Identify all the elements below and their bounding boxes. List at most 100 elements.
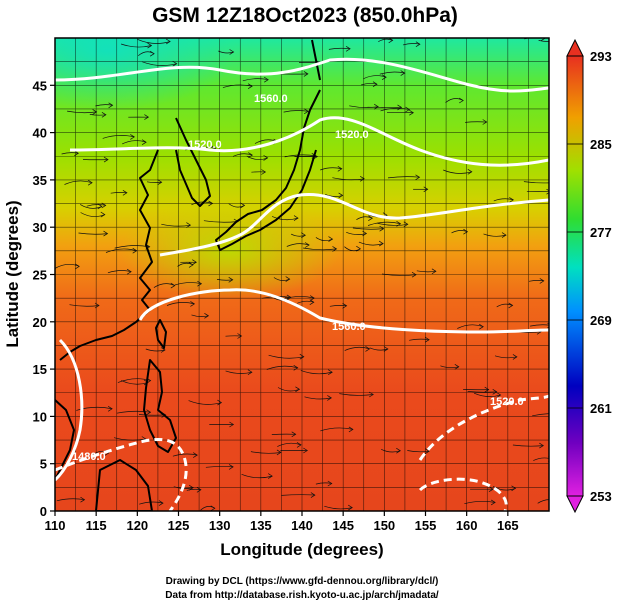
streamline-arrow bbox=[454, 364, 460, 370]
credit-drawing: Drawing by DCL (https://www.gfd-dennou.o… bbox=[166, 576, 439, 587]
streamline bbox=[286, 243, 310, 247]
streamline bbox=[153, 283, 175, 288]
streamline bbox=[451, 230, 468, 234]
streamline-arrow bbox=[248, 152, 253, 158]
streamline-arrow bbox=[126, 268, 132, 275]
streamline-arrow bbox=[348, 426, 354, 433]
streamline-arrow bbox=[276, 449, 282, 456]
streamline-arrow bbox=[423, 186, 429, 193]
streamline-arrow bbox=[310, 492, 316, 498]
streamline-arrow bbox=[345, 46, 351, 52]
streamline bbox=[315, 482, 332, 485]
streamline bbox=[56, 498, 85, 502]
streamline bbox=[496, 303, 513, 308]
streamline-arrow bbox=[512, 354, 518, 360]
streamline-arrow bbox=[368, 215, 373, 221]
streamline bbox=[352, 227, 384, 230]
streamline-arrow bbox=[484, 386, 490, 393]
contour-label: 1520.0 bbox=[490, 396, 524, 408]
contour-1520-mid bbox=[159, 192, 549, 257]
streamline-arrow bbox=[92, 109, 98, 115]
streamline-arrow bbox=[101, 112, 107, 118]
streamline-arrow bbox=[348, 504, 353, 511]
height-contours bbox=[55, 57, 549, 511]
streamline-arrow bbox=[381, 74, 387, 80]
colorbar-tick-label: 261 bbox=[590, 401, 612, 416]
streamline bbox=[78, 232, 108, 235]
streamline bbox=[440, 365, 459, 369]
streamline-arrow bbox=[463, 228, 469, 235]
streamline-arrow bbox=[285, 276, 291, 282]
streamline-arrow bbox=[261, 169, 267, 175]
streamline bbox=[246, 155, 268, 160]
streamline-arrow bbox=[188, 484, 194, 491]
streamline-arrow bbox=[247, 83, 253, 89]
streamline-arrow bbox=[546, 188, 549, 195]
y-tick-label: 0 bbox=[40, 504, 47, 519]
streamline bbox=[443, 169, 472, 174]
streamline bbox=[467, 391, 497, 393]
streamline-arrow bbox=[415, 174, 421, 181]
streamline-arrow bbox=[172, 60, 178, 67]
japan-coastline bbox=[215, 89, 321, 251]
streamline bbox=[116, 410, 151, 414]
streamline-arrow bbox=[103, 230, 109, 237]
streamline bbox=[328, 47, 351, 50]
streamline bbox=[346, 231, 367, 235]
streamline bbox=[105, 248, 137, 253]
y-tick-label: 45 bbox=[33, 78, 47, 93]
streamline-arrow bbox=[293, 365, 299, 371]
streamline-arrow bbox=[501, 232, 507, 238]
streamline-arrow bbox=[295, 386, 301, 393]
streamline bbox=[122, 140, 147, 145]
colorbar-gradient bbox=[566, 55, 584, 497]
streamline-arrow bbox=[204, 313, 210, 319]
streamline-arrow bbox=[130, 134, 135, 140]
credit-data: Data from http://database.rish.kyoto-u.a… bbox=[165, 590, 439, 601]
streamline-arrow bbox=[303, 447, 308, 454]
streamline-arrow bbox=[188, 262, 194, 268]
streamline bbox=[538, 40, 549, 42]
lat-lon-grid bbox=[55, 38, 549, 511]
green-region bbox=[120, 200, 340, 300]
colorbar-tick-label: 285 bbox=[590, 137, 612, 152]
streamline bbox=[137, 39, 171, 44]
x-tick-label: 115 bbox=[86, 518, 107, 533]
streamline bbox=[110, 192, 127, 194]
streamline bbox=[191, 314, 209, 317]
streamline-arrow bbox=[539, 442, 544, 449]
streamline-arrow bbox=[149, 50, 155, 57]
streamline-arrow bbox=[291, 431, 297, 438]
colorbar-top-arrow bbox=[566, 38, 584, 57]
y-axis-label: Latitude (degrees) bbox=[3, 200, 22, 347]
streamline-arrow bbox=[309, 299, 315, 305]
contour-west bbox=[55, 338, 84, 482]
streamline bbox=[281, 494, 316, 496]
streamline-arrow bbox=[146, 409, 152, 415]
x-axis-ticks: 110 115 120 125 130 135 140 145 150 155 160 165 bbox=[45, 511, 519, 533]
streamline bbox=[216, 279, 233, 281]
streamline bbox=[95, 104, 113, 107]
streamline-arrow bbox=[165, 38, 171, 45]
y-tick-label: 30 bbox=[33, 220, 47, 235]
streamline bbox=[61, 152, 79, 155]
streamline-arrow bbox=[193, 452, 198, 458]
contour-low-east bbox=[418, 477, 508, 511]
streamline-arrow bbox=[378, 240, 384, 247]
colorbar-tick-label: 293 bbox=[590, 49, 612, 64]
streamline-arrow bbox=[108, 102, 114, 109]
indochina-coastline bbox=[55, 399, 75, 481]
streamline bbox=[416, 270, 436, 273]
streamline bbox=[67, 110, 97, 114]
streamline-arrow bbox=[415, 41, 421, 47]
streamline-arrow bbox=[210, 505, 216, 511]
streamline bbox=[320, 427, 353, 432]
streamline-arrow bbox=[554, 499, 558, 504]
contour-label: 1560.0 bbox=[254, 93, 288, 105]
streamline-arrow bbox=[374, 103, 379, 110]
streamline bbox=[402, 43, 420, 46]
streamline bbox=[387, 176, 420, 179]
streamline-arrow bbox=[424, 336, 430, 343]
streamline bbox=[271, 216, 299, 221]
streamline-arrow bbox=[144, 114, 150, 120]
